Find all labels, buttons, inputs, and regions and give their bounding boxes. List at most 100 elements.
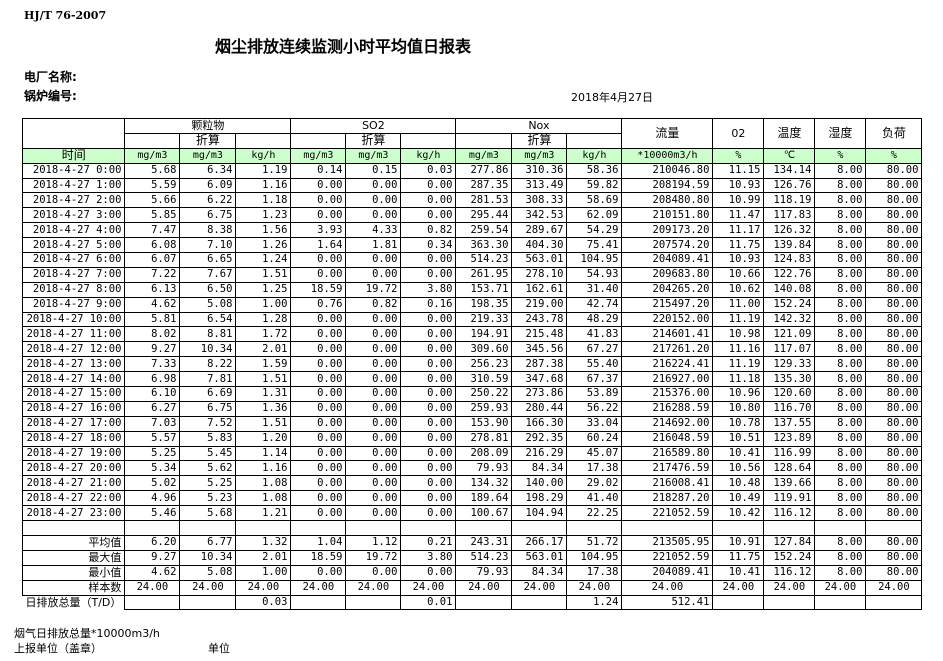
value-cell: 5.46 — [124, 505, 181, 522]
value-cell: 8.00 — [814, 266, 867, 283]
value-cell: 118.19 — [763, 192, 816, 209]
value-cell: 80.00 — [865, 311, 923, 328]
summary-value: 1.00 — [235, 564, 292, 581]
value-cell: 1.81 — [345, 237, 402, 254]
value-cell: 5.57 — [124, 430, 181, 447]
summary-value: 24.00 — [814, 579, 867, 596]
table-row: 2018-4-27 8:00 6.13 6.50 1.25 18.59 19.72 3.80… — [21, 281, 923, 298]
summary-row: 平均值 6.20 6.77 1.32 1.04 1.12 0.21 243.31 266.17 5… — [21, 534, 923, 551]
value-cell: 80.00 — [865, 475, 923, 492]
blank-cell — [400, 520, 457, 536]
value-cell: 8.00 — [814, 326, 867, 343]
value-cell: 5.25 — [179, 475, 237, 492]
value-cell: 6.27 — [124, 400, 181, 417]
summary-value — [290, 594, 347, 611]
value-cell: 0.00 — [345, 400, 402, 417]
value-cell: 100.67 — [455, 505, 513, 522]
value-cell: 4.33 — [345, 222, 402, 239]
summary-value: 80.00 — [865, 534, 923, 551]
table-row: 2018-4-27 4:00 7.47 8.38 1.56 3.93 4.33 0.82 25… — [21, 222, 923, 239]
value-cell: 0.00 — [290, 371, 347, 388]
value-cell: 0.00 — [400, 356, 457, 373]
value-cell: 3.93 — [290, 222, 347, 239]
value-cell: 0.00 — [400, 177, 457, 194]
value-cell: 166.30 — [511, 415, 568, 432]
value-cell: 80.00 — [865, 386, 923, 402]
unit-cell: % — [865, 147, 923, 164]
value-cell: 6.07 — [124, 252, 181, 268]
value-cell: 80.00 — [865, 371, 923, 388]
summary-value: 11.75 — [712, 549, 765, 566]
value-cell: 6.13 — [124, 281, 181, 298]
summary-value: 213505.95 — [621, 534, 714, 551]
unit-cell: % — [814, 147, 867, 164]
load-header: 负荷 — [865, 118, 923, 149]
header-row-groups: 颗粒物 SO2 Nox 流量 02 温度 湿度 负荷 — [21, 118, 923, 149]
summary-label: 最大值 — [21, 549, 126, 566]
value-cell: 5.34 — [124, 460, 181, 477]
value-cell: 0.00 — [345, 386, 402, 402]
time-cell: 2018-4-27 23:00 — [21, 505, 126, 522]
value-cell: 217476.59 — [621, 460, 714, 477]
value-cell: 80.00 — [865, 192, 923, 209]
value-cell: 514.23 — [455, 252, 513, 268]
value-cell: 104.95 — [566, 252, 623, 268]
value-cell: 7.22 — [124, 266, 181, 283]
value-cell: 67.37 — [566, 371, 623, 388]
value-cell: 1.00 — [235, 296, 292, 313]
value-cell: 289.67 — [511, 222, 568, 239]
value-cell: 80.00 — [865, 207, 923, 224]
value-cell: 281.53 — [455, 192, 513, 209]
value-cell: 342.53 — [511, 207, 568, 224]
value-cell: 216048.59 — [621, 430, 714, 447]
table-row: 2018-4-27 16:00 6.27 6.75 1.36 0.00 0.00 0.00 2… — [21, 400, 923, 417]
value-cell: 8.00 — [814, 311, 867, 328]
value-cell: 140.08 — [763, 281, 816, 298]
blank-cell — [400, 132, 457, 149]
summary-value: 10.91 — [712, 534, 765, 551]
value-cell: 10.78 — [712, 415, 765, 432]
value-cell: 33.04 — [566, 415, 623, 432]
value-cell: 10.51 — [712, 430, 765, 447]
value-cell: 41.40 — [566, 490, 623, 507]
value-cell: 9.27 — [124, 341, 181, 358]
value-cell: 1.20 — [235, 430, 292, 447]
value-cell: 80.00 — [865, 490, 923, 507]
value-cell: 6.50 — [179, 281, 237, 298]
value-cell: 6.65 — [179, 252, 237, 268]
value-cell: 60.24 — [566, 430, 623, 447]
value-cell: 5.68 — [124, 162, 181, 179]
value-cell: 10.41 — [712, 445, 765, 462]
value-cell: 10.93 — [712, 177, 765, 194]
value-cell: 80.00 — [865, 356, 923, 373]
summary-value — [712, 594, 765, 611]
value-cell: 6.10 — [124, 386, 181, 402]
table-row: 2018-4-27 15:00 6.10 6.69 1.31 0.00 0.00 0.00 2… — [21, 386, 923, 402]
value-cell: 563.01 — [511, 252, 568, 268]
value-cell: 6.75 — [179, 207, 237, 224]
value-cell: 0.00 — [345, 311, 402, 328]
summary-value — [814, 594, 867, 611]
value-cell: 0.00 — [400, 192, 457, 209]
blank-cell — [290, 132, 347, 149]
summary-value: 8.00 — [814, 549, 867, 566]
value-cell: 11.17 — [712, 222, 765, 239]
value-cell: 208.09 — [455, 445, 513, 462]
value-cell: 1.72 — [235, 326, 292, 343]
value-cell: 4.62 — [124, 296, 181, 313]
value-cell: 216008.41 — [621, 475, 714, 492]
value-cell: 310.36 — [511, 162, 568, 179]
unit-cell: mg/m3 — [345, 147, 402, 164]
value-cell: 1.14 — [235, 445, 292, 462]
flue-gas-total-label: 烟气日排放总量*10000m3/h — [14, 627, 160, 640]
value-cell: 0.00 — [345, 475, 402, 492]
value-cell: 216927.00 — [621, 371, 714, 388]
value-cell: 53.89 — [566, 386, 623, 402]
value-cell: 80.00 — [865, 415, 923, 432]
value-cell: 0.14 — [290, 162, 347, 179]
value-cell: 79.93 — [455, 460, 513, 477]
value-cell: 67.27 — [566, 341, 623, 358]
so2-converted-header: 折算 — [345, 132, 402, 149]
value-cell: 124.83 — [763, 252, 816, 268]
value-cell: 0.00 — [290, 415, 347, 432]
